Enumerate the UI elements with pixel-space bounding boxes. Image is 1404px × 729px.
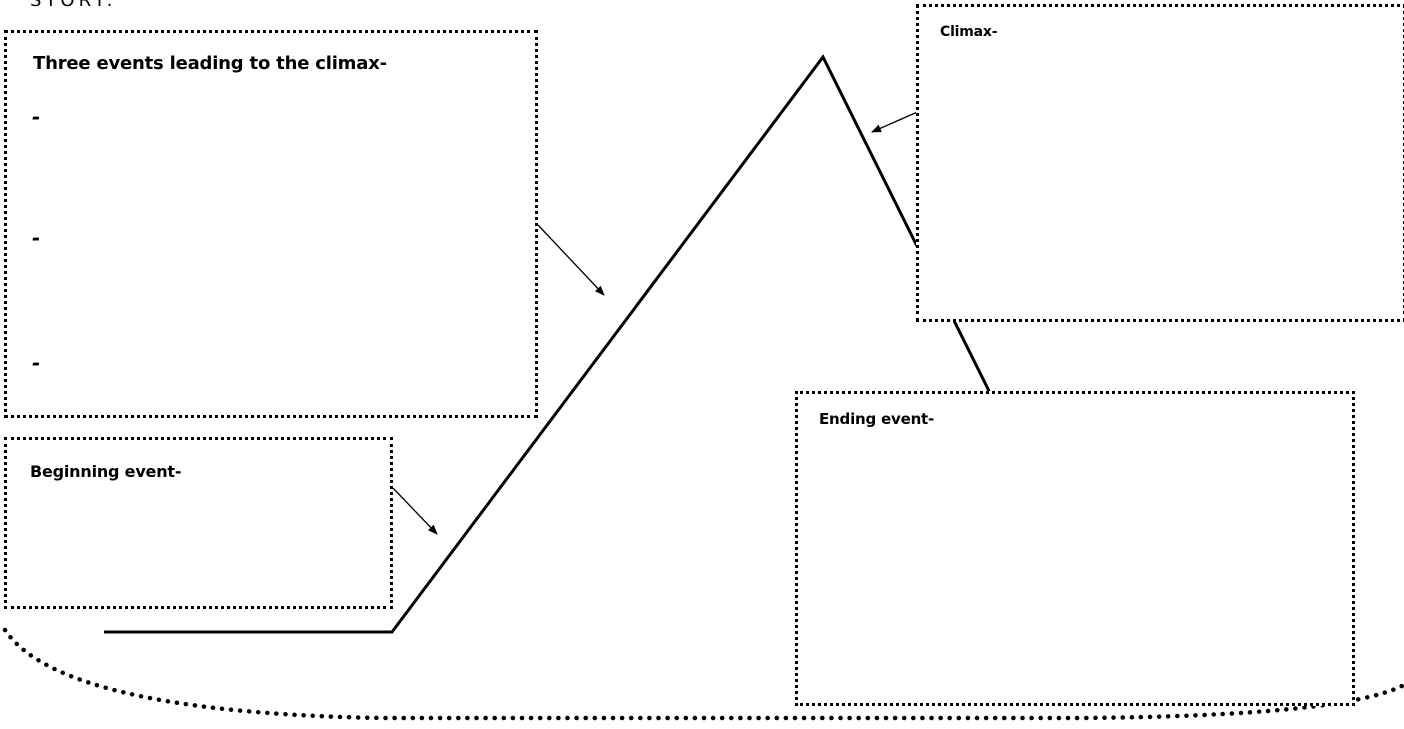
beginning-arrow — [392, 487, 438, 535]
event-bullet-1: - — [32, 105, 41, 129]
bottom-dotted-arc — [2, 627, 1404, 721]
beginning-box-title: Beginning event- — [30, 462, 182, 481]
partial-heading: STORY: — [30, 0, 117, 11]
beginning-event-box: Beginning event- — [4, 437, 393, 609]
ending-box-title: Ending event- — [819, 410, 935, 428]
plot-line — [104, 54, 992, 634]
events-box-title: Three events leading to the climax- — [33, 53, 387, 74]
events-arrow — [537, 224, 605, 296]
ending-event-box: Ending event- — [795, 391, 1355, 706]
climax-arrow — [871, 109, 923, 133]
events-leading-to-climax-box: Three events leading to the climax- - - … — [4, 30, 538, 418]
climax-box-title: Climax- — [940, 24, 998, 40]
climax-box: Climax- — [916, 4, 1404, 322]
event-bullet-3: - — [32, 351, 41, 375]
event-bullet-2: - — [32, 226, 41, 250]
